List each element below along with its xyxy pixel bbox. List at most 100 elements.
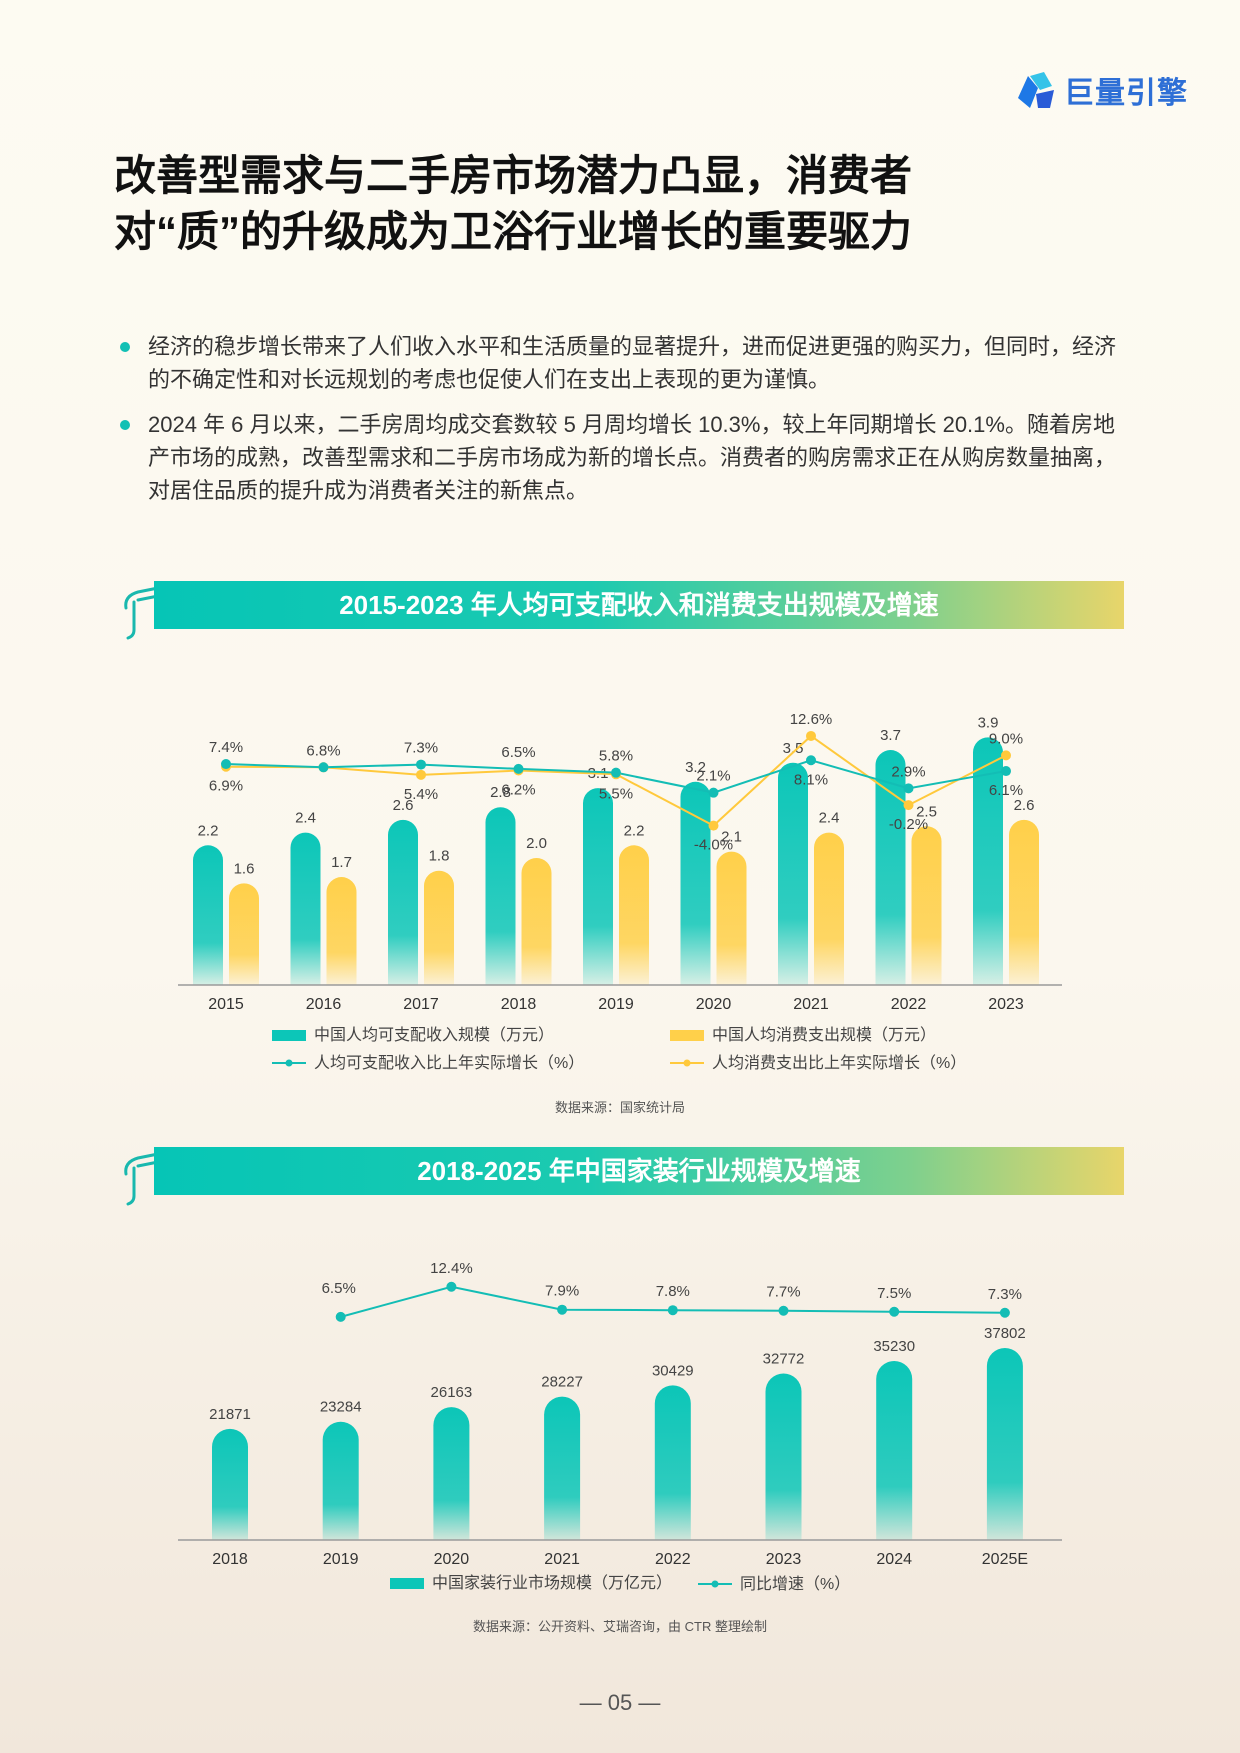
- data-label-market-size: 32772: [763, 1351, 805, 1368]
- data-label-spending-growth: 5.4%: [404, 786, 438, 803]
- point-income-growth: [1001, 766, 1011, 777]
- data-label-income-growth: 8.1%: [794, 771, 828, 788]
- point-spending-growth: [806, 730, 816, 741]
- data-label-market-size: 35230: [873, 1338, 915, 1355]
- point-income-growth: [221, 759, 231, 770]
- point-income-growth: [513, 763, 524, 774]
- bullet-text: 经济的稳步增长带来了人们收入水平和生活质量的显著提升，进而促进更强的购买力，但同…: [148, 334, 1117, 392]
- data-label-spending-growth: 9.0%: [989, 730, 1023, 747]
- bar-spending: [326, 877, 357, 985]
- data-label-spending-growth: 6.2%: [501, 782, 535, 799]
- bar-market-size: [876, 1361, 913, 1540]
- point-yoy-growth: [667, 1305, 678, 1316]
- chart1-svg: 2.2 1.6 2015 2.4 1.7 2016 2.6 1.8 2017 2.8 2.0 2018…: [178, 711, 1062, 1072]
- chart2-source: 数据来源：公开资料、艾瑞咨询，由 CTR 整理绘制: [473, 1619, 767, 1634]
- data-label-market-size: 28227: [541, 1374, 583, 1391]
- data-label-spending: 2.6: [1014, 797, 1035, 814]
- point-spending-growth: [416, 769, 426, 780]
- data-label-spending: 2.5: [916, 803, 937, 820]
- x-tick-label: 2022: [891, 996, 927, 1013]
- legend-label: 中国家装行业市场规模（万亿元）: [432, 1574, 672, 1592]
- legend-swatch: [711, 1580, 719, 1588]
- legend-label: 中国人均消费支出规模（万元）: [712, 1026, 936, 1044]
- data-label-market-size: 30429: [652, 1362, 694, 1379]
- legend-swatch: [285, 1059, 293, 1067]
- legend-swatch: [670, 1030, 704, 1041]
- data-label-spending: 1.8: [429, 848, 450, 865]
- point-yoy-growth: [557, 1304, 568, 1315]
- bar-spending: [1009, 819, 1039, 985]
- data-label-spending: 2.2: [624, 822, 645, 839]
- bar-income: [290, 832, 321, 985]
- bar-market-size: [322, 1421, 359, 1540]
- data-label-income: 3.7: [880, 727, 901, 744]
- legend-label: 人均可支配收入比上年实际增长（%）: [314, 1054, 584, 1072]
- bar-spending: [911, 826, 942, 985]
- point-yoy-growth: [999, 1307, 1010, 1318]
- bar-income: [778, 762, 808, 985]
- data-label-spending-growth: -4.0%: [694, 837, 733, 854]
- data-label-yoy-growth: 7.8%: [656, 1283, 690, 1300]
- page-number: — 05 —: [579, 1690, 661, 1715]
- x-tick-label: 2019: [323, 1551, 359, 1568]
- x-tick-label: 2023: [988, 996, 1024, 1013]
- bar-income: [388, 819, 418, 985]
- legend-swatch: [683, 1059, 691, 1067]
- data-label-income-growth: 7.3%: [404, 740, 438, 757]
- brand-logo: 巨量引擎: [1014, 68, 1188, 112]
- data-label-market-size: 21871: [209, 1406, 251, 1423]
- data-label-income: 2.4: [295, 810, 316, 827]
- bar-market-size: [212, 1428, 248, 1540]
- bullet-text: 2024 年 6 月以来，二手房周均成交套数较 5 月周均增长 10.3%，较上…: [148, 412, 1117, 503]
- data-label-spending-growth: 6.9%: [209, 778, 243, 795]
- point-income-growth: [318, 762, 329, 773]
- point-income-growth: [416, 759, 426, 770]
- bullet-item: 2024 年 6 月以来，二手房周均成交套数较 5 月周均增长 10.3%，较上…: [120, 408, 1130, 507]
- x-tick-label: 2016: [306, 996, 342, 1013]
- bar-spending: [424, 870, 454, 985]
- chart2-title: 2018-2025 年中国家装行业规模及增速: [154, 1147, 1124, 1195]
- bar-spending: [716, 851, 747, 985]
- bar-spending: [814, 832, 844, 985]
- data-label-market-size: 23284: [320, 1399, 362, 1416]
- data-label-yoy-growth: 6.5%: [322, 1280, 356, 1297]
- bar-income: [583, 788, 613, 985]
- bar-spending: [521, 858, 552, 985]
- bar-income: [875, 750, 906, 985]
- data-label-income-growth: 2.9%: [891, 763, 925, 780]
- data-label-yoy-growth: 7.7%: [766, 1284, 800, 1301]
- x-tick-label: 2018: [501, 996, 537, 1013]
- bar-income: [485, 807, 516, 985]
- brand-logo-icon: [1018, 72, 1054, 108]
- point-yoy-growth: [335, 1311, 346, 1322]
- legend-label: 同比增速（%）: [740, 1575, 850, 1593]
- data-label-yoy-growth: 7.5%: [877, 1285, 911, 1302]
- data-label-yoy-growth: 7.9%: [545, 1283, 579, 1300]
- x-tick-label: 2020: [434, 1551, 470, 1568]
- point-spending-growth: [708, 820, 719, 831]
- data-label-spending: 1.6: [234, 860, 255, 877]
- legend-swatch: [272, 1030, 306, 1041]
- data-label-market-size: 26163: [431, 1384, 473, 1401]
- bar-income: [680, 781, 711, 985]
- data-label-income-growth: 6.8%: [306, 742, 340, 759]
- data-label-income-growth: 6.1%: [989, 782, 1023, 799]
- bullet-item: 经济的稳步增长带来了人们收入水平和生活质量的显著提升，进而促进更强的购买力，但同…: [120, 330, 1130, 396]
- legend-label: 人均消费支出比上年实际增长（%）: [712, 1054, 966, 1072]
- bar-market-size: [433, 1407, 470, 1540]
- data-label-income: 2.6: [393, 797, 414, 814]
- data-label-income-growth: 7.4%: [209, 739, 243, 756]
- data-label-income: 2.2: [198, 822, 219, 839]
- bullet-dot-icon: [120, 342, 130, 352]
- brand-logo-text: 巨量引擎: [1064, 77, 1188, 110]
- bar-market-size: [765, 1373, 802, 1540]
- chart2-svg: 21871 2018 23284 2019 26163 2020 28227 2021 3042…: [178, 1260, 1062, 1593]
- data-label-spending: 2.4: [819, 810, 840, 827]
- point-spending-growth: [903, 800, 914, 811]
- point-yoy-growth: [778, 1305, 789, 1316]
- point-spending-growth: [1001, 750, 1011, 761]
- point-income-growth: [708, 787, 719, 798]
- bullet-list: 经济的稳步增长带来了人们收入水平和生活质量的显著提升，进而促进更强的购买力，但同…: [120, 330, 1130, 519]
- bar-market-size: [544, 1396, 581, 1540]
- data-label-spending-growth: 12.6%: [790, 711, 833, 728]
